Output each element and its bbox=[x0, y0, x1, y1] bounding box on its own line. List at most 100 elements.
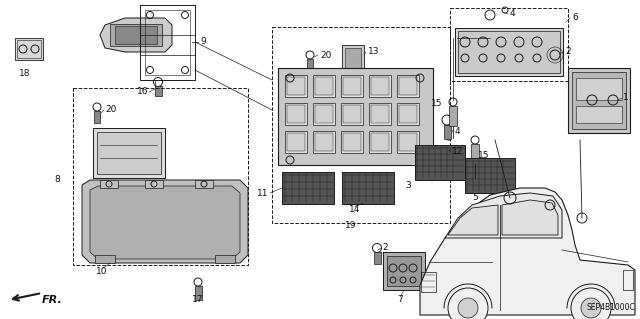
Polygon shape bbox=[90, 186, 240, 259]
Bar bbox=[343, 105, 361, 123]
Bar bbox=[195, 180, 213, 188]
Bar bbox=[341, 75, 363, 97]
Text: 10: 10 bbox=[96, 268, 108, 277]
Bar bbox=[155, 86, 162, 96]
Polygon shape bbox=[420, 188, 635, 315]
Text: 1: 1 bbox=[623, 93, 628, 102]
Polygon shape bbox=[502, 200, 558, 235]
Bar bbox=[399, 133, 417, 151]
Text: 2: 2 bbox=[382, 243, 388, 253]
Bar bbox=[458, 31, 560, 73]
Text: 7: 7 bbox=[397, 295, 403, 305]
Bar bbox=[145, 180, 163, 188]
Bar bbox=[421, 272, 436, 292]
Text: 15: 15 bbox=[478, 151, 490, 160]
Bar bbox=[576, 78, 622, 100]
Bar bbox=[383, 252, 425, 290]
Text: 4: 4 bbox=[510, 10, 516, 19]
Bar bbox=[140, 5, 195, 80]
Bar bbox=[287, 133, 305, 151]
Polygon shape bbox=[100, 18, 172, 52]
Bar bbox=[93, 128, 165, 178]
Text: 20: 20 bbox=[320, 50, 332, 60]
Bar bbox=[272, 27, 450, 223]
Text: 6: 6 bbox=[572, 13, 578, 23]
Bar bbox=[371, 77, 389, 95]
Polygon shape bbox=[448, 205, 498, 235]
Bar bbox=[285, 131, 307, 153]
Text: 11: 11 bbox=[257, 189, 268, 197]
Text: 2: 2 bbox=[565, 48, 571, 56]
Bar bbox=[369, 131, 391, 153]
Bar bbox=[572, 72, 626, 129]
Bar bbox=[399, 105, 417, 123]
Text: 9: 9 bbox=[200, 38, 205, 47]
Text: 17: 17 bbox=[192, 295, 204, 305]
Bar bbox=[371, 105, 389, 123]
Bar bbox=[95, 255, 115, 263]
Circle shape bbox=[571, 288, 611, 319]
Bar bbox=[73, 88, 248, 265]
Bar bbox=[97, 132, 161, 174]
Bar bbox=[455, 28, 563, 76]
Bar bbox=[568, 68, 630, 133]
Bar bbox=[195, 286, 202, 300]
Bar bbox=[15, 38, 43, 60]
Bar bbox=[415, 145, 465, 180]
Text: 5: 5 bbox=[472, 192, 478, 202]
Text: SEP4B1000C: SEP4B1000C bbox=[586, 303, 635, 312]
Bar bbox=[369, 103, 391, 125]
Text: 8: 8 bbox=[54, 175, 60, 184]
Text: 20: 20 bbox=[105, 106, 116, 115]
Text: 3: 3 bbox=[405, 181, 411, 189]
Bar bbox=[287, 105, 305, 123]
Text: 4: 4 bbox=[455, 128, 461, 137]
Bar bbox=[576, 106, 622, 123]
Text: 13: 13 bbox=[368, 48, 380, 56]
Bar bbox=[110, 24, 162, 46]
Text: 14: 14 bbox=[349, 205, 361, 214]
Bar bbox=[369, 75, 391, 97]
Polygon shape bbox=[445, 193, 562, 238]
Text: 15: 15 bbox=[431, 100, 442, 108]
Bar bbox=[313, 103, 335, 125]
Polygon shape bbox=[82, 180, 248, 263]
Bar bbox=[471, 144, 479, 164]
Bar bbox=[282, 172, 334, 204]
Bar bbox=[387, 256, 421, 286]
Bar bbox=[315, 77, 333, 95]
Bar bbox=[345, 48, 361, 70]
Text: 16: 16 bbox=[136, 87, 148, 97]
Bar bbox=[278, 68, 433, 165]
Text: 19: 19 bbox=[345, 220, 356, 229]
Bar bbox=[94, 111, 100, 123]
Bar bbox=[285, 75, 307, 97]
Bar bbox=[115, 26, 157, 44]
Bar bbox=[450, 8, 568, 81]
Bar bbox=[313, 131, 335, 153]
Bar bbox=[342, 172, 394, 204]
Bar bbox=[465, 158, 515, 193]
Bar bbox=[343, 77, 361, 95]
Text: 18: 18 bbox=[19, 69, 31, 78]
Circle shape bbox=[448, 288, 488, 319]
Text: FR.: FR. bbox=[42, 295, 63, 305]
Bar bbox=[343, 133, 361, 151]
Bar bbox=[623, 270, 633, 290]
Circle shape bbox=[581, 298, 601, 318]
Bar bbox=[371, 133, 389, 151]
Bar bbox=[315, 133, 333, 151]
Bar bbox=[215, 255, 235, 263]
Bar bbox=[313, 75, 335, 97]
Bar bbox=[399, 77, 417, 95]
Bar bbox=[285, 103, 307, 125]
Bar bbox=[397, 131, 419, 153]
Bar bbox=[397, 103, 419, 125]
Bar bbox=[342, 45, 364, 73]
Bar bbox=[374, 252, 381, 264]
Circle shape bbox=[458, 298, 478, 318]
Bar bbox=[444, 125, 451, 139]
Bar bbox=[397, 75, 419, 97]
Text: 12: 12 bbox=[452, 147, 463, 157]
Bar bbox=[341, 103, 363, 125]
